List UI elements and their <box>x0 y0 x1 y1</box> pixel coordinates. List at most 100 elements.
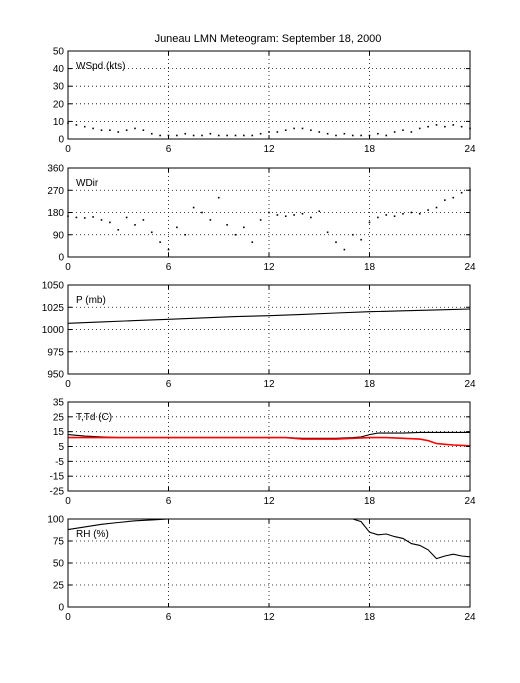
y-tick-label: 0 <box>58 135 64 146</box>
y-tick-label: 90 <box>53 230 65 241</box>
panel-5: 0 6 12 18 24 0 25 50 75 100 RH (%) <box>47 515 476 624</box>
x-tick-label: 18 <box>364 379 376 390</box>
data-point <box>402 129 404 131</box>
y-tick-label: 360 <box>47 164 64 175</box>
y-tick-label: 25 <box>53 412 65 423</box>
data-point <box>142 129 145 131</box>
data-point <box>184 233 187 236</box>
panel-label: WDir <box>76 178 99 189</box>
x-tick-label: 18 <box>364 144 376 155</box>
x-tick-label: 12 <box>263 144 275 155</box>
panel-label: T,Td (C) <box>76 412 112 423</box>
data-point <box>217 196 220 199</box>
y-tick-label: 975 <box>47 347 64 358</box>
data-point <box>209 219 212 221</box>
data-point <box>184 132 187 135</box>
data-point <box>301 127 304 130</box>
y-tick-label: 25 <box>53 581 65 592</box>
data-point <box>418 127 421 130</box>
panel-1: 0 6 12 18 24 0 10 20 30 40 50 WSpd (kts) <box>53 47 476 156</box>
data-point <box>418 212 421 215</box>
data-point <box>318 210 321 213</box>
y-tick-label: 50 <box>53 559 65 570</box>
data-point <box>360 238 362 241</box>
y-tick-label: 15 <box>53 427 65 438</box>
y-tick-label: 40 <box>53 64 65 75</box>
x-tick-label: 24 <box>464 496 476 507</box>
x-tick-label: 12 <box>263 496 275 507</box>
data-point <box>326 231 329 234</box>
data-point <box>335 241 337 243</box>
data-point <box>251 134 254 137</box>
y-tick-label: 1025 <box>42 303 65 314</box>
y-tick-label: 5 <box>58 442 64 453</box>
data-point <box>360 134 362 137</box>
x-tick-label: 12 <box>263 379 275 390</box>
data-point <box>402 212 404 215</box>
x-tick-label: 6 <box>166 144 172 155</box>
data-point <box>268 131 270 133</box>
series-line-1 <box>67 308 471 324</box>
panel-label: RH (%) <box>76 529 109 540</box>
x-tick-label: 24 <box>464 144 476 155</box>
data-point <box>192 134 195 137</box>
x-tick-label: 0 <box>65 144 71 155</box>
x-tick-label: 18 <box>364 262 376 273</box>
data-point <box>176 134 178 137</box>
data-point <box>125 129 128 131</box>
data-point <box>410 131 413 133</box>
data-point <box>100 219 103 221</box>
x-tick-label: 12 <box>263 262 275 273</box>
series-line-2 <box>68 436 471 447</box>
data-point <box>259 219 262 221</box>
data-point <box>209 132 212 135</box>
y-tick-label: 1000 <box>42 325 65 336</box>
data-point <box>83 125 86 128</box>
data-point <box>444 199 446 201</box>
y-tick-label: 75 <box>53 537 65 548</box>
y-tick-label: 100 <box>47 515 64 526</box>
data-point <box>251 241 254 243</box>
data-point <box>268 211 270 214</box>
data-point <box>343 132 346 135</box>
figure-title: Juneau LMN Meteogram: September 18, 2000 <box>155 33 382 45</box>
x-tick-label: 6 <box>166 612 172 623</box>
y-tick-label: 180 <box>47 208 64 219</box>
data-point <box>201 211 203 214</box>
y-tick-label: 35 <box>53 398 65 409</box>
data-point <box>284 215 287 218</box>
data-point <box>460 125 463 128</box>
panel-3: 0 6 12 18 24 950 975 1000 1025 1050 P (mb) <box>42 281 476 391</box>
data-point <box>201 134 203 137</box>
data-point <box>243 134 245 137</box>
data-point <box>385 214 388 216</box>
data-point <box>117 131 120 133</box>
x-tick-label: 0 <box>65 496 71 507</box>
data-point <box>150 132 153 135</box>
panel-4: 0 6 12 18 24 -25 -15 -5 5 15 25 35 T,Td (C) <box>50 398 476 508</box>
data-point <box>427 209 429 211</box>
data-point <box>385 134 388 137</box>
data-point <box>452 196 455 199</box>
data-point <box>234 233 237 236</box>
data-point <box>243 226 245 229</box>
x-tick-label: 0 <box>65 379 71 390</box>
panel-label: P (mb) <box>76 295 106 306</box>
y-tick-label: -5 <box>55 457 64 468</box>
data-point <box>343 248 346 251</box>
data-point <box>460 191 463 194</box>
y-tick-label: 1050 <box>42 281 65 292</box>
data-point <box>351 233 354 236</box>
y-tick-label: -15 <box>50 472 65 483</box>
data-point <box>109 221 111 224</box>
data-point <box>75 216 78 219</box>
data-point <box>217 134 220 137</box>
y-tick-label: -25 <box>50 487 65 498</box>
data-point <box>335 134 337 137</box>
data-point <box>134 224 136 226</box>
data-point <box>444 125 446 128</box>
data-point <box>234 134 237 137</box>
y-tick-label: 0 <box>58 253 64 264</box>
data-point <box>167 248 170 251</box>
